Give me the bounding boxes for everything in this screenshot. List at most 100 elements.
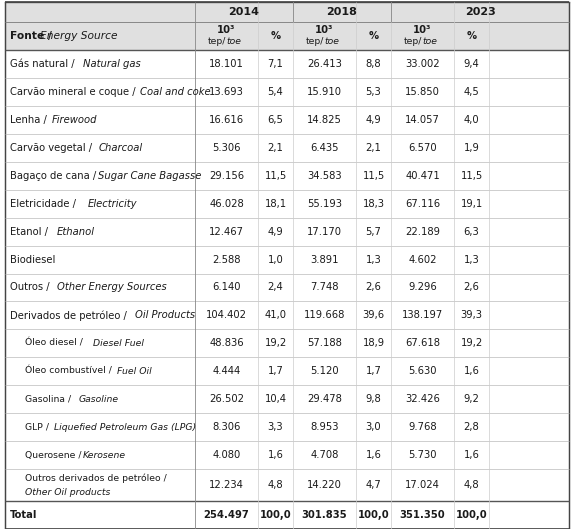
Text: 2,4: 2,4 — [267, 282, 284, 293]
Text: 6,3: 6,3 — [464, 226, 479, 236]
Text: 4,8: 4,8 — [267, 480, 284, 490]
Text: 18,9: 18,9 — [362, 339, 385, 348]
Text: 11,5: 11,5 — [265, 171, 286, 181]
Text: Fonte /: Fonte / — [10, 31, 56, 41]
Text: 41,0: 41,0 — [265, 311, 286, 321]
Text: Fonte /: Fonte / — [10, 31, 56, 41]
Text: Gasolina /: Gasolina / — [25, 395, 74, 404]
Bar — [5, 302, 569, 330]
Text: 16.616: 16.616 — [209, 115, 244, 125]
Text: 4,9: 4,9 — [267, 226, 284, 236]
Text: Biodiesel: Biodiesel — [10, 254, 55, 264]
Bar — [5, 50, 569, 78]
Text: Liquefied Petroleum Gas (LPG): Liquefied Petroleum Gas (LPG) — [54, 423, 196, 432]
Text: %: % — [467, 31, 476, 41]
Text: 11,5: 11,5 — [460, 171, 483, 181]
Text: Total: Total — [10, 510, 37, 520]
Text: 6.435: 6.435 — [311, 143, 339, 153]
Text: 32.426: 32.426 — [405, 394, 440, 404]
Text: Electricity: Electricity — [88, 199, 138, 208]
Text: 19,2: 19,2 — [460, 339, 483, 348]
Text: 10³: 10³ — [315, 25, 333, 35]
Text: Coal and coke: Coal and coke — [140, 87, 211, 97]
Bar — [5, 357, 569, 385]
Text: 9,2: 9,2 — [464, 394, 479, 404]
Text: 351.350: 351.350 — [400, 510, 445, 520]
Text: 15.850: 15.850 — [405, 87, 440, 97]
Text: 40.471: 40.471 — [405, 171, 440, 181]
Bar — [5, 273, 569, 302]
Text: 301.835: 301.835 — [302, 510, 347, 520]
Bar — [5, 441, 569, 469]
Text: 2023: 2023 — [464, 7, 495, 17]
Text: 1,7: 1,7 — [366, 366, 382, 376]
Bar — [5, 2, 569, 50]
Text: 1,3: 1,3 — [366, 254, 381, 264]
Text: 3,3: 3,3 — [267, 422, 284, 432]
Text: 48.836: 48.836 — [209, 339, 244, 348]
Text: Kerosene: Kerosene — [83, 451, 126, 460]
Text: 2,1: 2,1 — [366, 143, 382, 153]
Text: 11,5: 11,5 — [362, 171, 385, 181]
Text: Fuel Oil: Fuel Oil — [117, 367, 152, 376]
Text: 5,7: 5,7 — [366, 226, 382, 236]
Text: 26.502: 26.502 — [209, 394, 244, 404]
Text: 2,6: 2,6 — [464, 282, 479, 293]
Text: 8.306: 8.306 — [212, 422, 241, 432]
Text: Querosene /: Querosene / — [25, 451, 84, 460]
Text: 3,0: 3,0 — [366, 422, 381, 432]
Bar — [5, 501, 569, 529]
Bar — [5, 134, 569, 162]
Text: 5.730: 5.730 — [408, 450, 437, 460]
Text: 6.140: 6.140 — [212, 282, 241, 293]
Text: toe: toe — [422, 37, 437, 45]
Text: Lenha /: Lenha / — [10, 115, 50, 125]
Bar — [5, 2, 569, 50]
Text: Firewood: Firewood — [52, 115, 97, 125]
Text: 1,9: 1,9 — [464, 143, 479, 153]
Text: 2,1: 2,1 — [267, 143, 284, 153]
Text: 22.189: 22.189 — [405, 226, 440, 236]
Text: 17.170: 17.170 — [307, 226, 342, 236]
Text: 39,3: 39,3 — [460, 311, 483, 321]
Text: 10³: 10³ — [218, 25, 236, 35]
Text: 15.910: 15.910 — [307, 87, 342, 97]
Text: 10³: 10³ — [413, 25, 432, 35]
Text: 4,0: 4,0 — [464, 115, 479, 125]
Text: Carvão mineral e coque /: Carvão mineral e coque / — [10, 87, 139, 97]
Text: 10,4: 10,4 — [265, 394, 286, 404]
Text: Outros derivados de petróleo /: Outros derivados de petróleo / — [25, 473, 167, 483]
Text: tep/: tep/ — [306, 37, 324, 45]
Text: 1,3: 1,3 — [464, 254, 479, 264]
Bar — [5, 413, 569, 441]
Text: Diesel Fuel: Diesel Fuel — [93, 339, 144, 348]
Text: 6,5: 6,5 — [267, 115, 284, 125]
Bar — [5, 385, 569, 413]
Text: 55.193: 55.193 — [307, 199, 342, 208]
Text: %: % — [369, 31, 379, 41]
Text: 2014: 2014 — [228, 7, 259, 17]
Text: 4,9: 4,9 — [366, 115, 381, 125]
Text: Energy Source: Energy Source — [40, 31, 118, 41]
Text: tep/: tep/ — [208, 37, 227, 45]
Text: 2,6: 2,6 — [366, 282, 382, 293]
Text: 1,6: 1,6 — [267, 450, 284, 460]
Text: 14.825: 14.825 — [307, 115, 342, 125]
Text: 12.234: 12.234 — [209, 480, 244, 490]
Text: Óleo diesel /: Óleo diesel / — [25, 339, 86, 348]
Text: 9.768: 9.768 — [408, 422, 437, 432]
Text: 5,4: 5,4 — [267, 87, 284, 97]
Text: 29.478: 29.478 — [307, 394, 342, 404]
Text: 14.220: 14.220 — [307, 480, 342, 490]
Text: 2.588: 2.588 — [212, 254, 241, 264]
Text: 19,2: 19,2 — [265, 339, 286, 348]
Text: Eletricidade /: Eletricidade / — [10, 199, 79, 208]
Text: 7.748: 7.748 — [311, 282, 339, 293]
Text: 2,8: 2,8 — [464, 422, 479, 432]
Text: Oil Products: Oil Products — [135, 311, 195, 321]
Text: 33.002: 33.002 — [405, 59, 440, 69]
Text: Sugar Cane Bagasse: Sugar Cane Bagasse — [98, 171, 202, 181]
Text: 4.444: 4.444 — [212, 366, 241, 376]
Text: Gasoline: Gasoline — [78, 395, 118, 404]
Text: 14.057: 14.057 — [405, 115, 440, 125]
